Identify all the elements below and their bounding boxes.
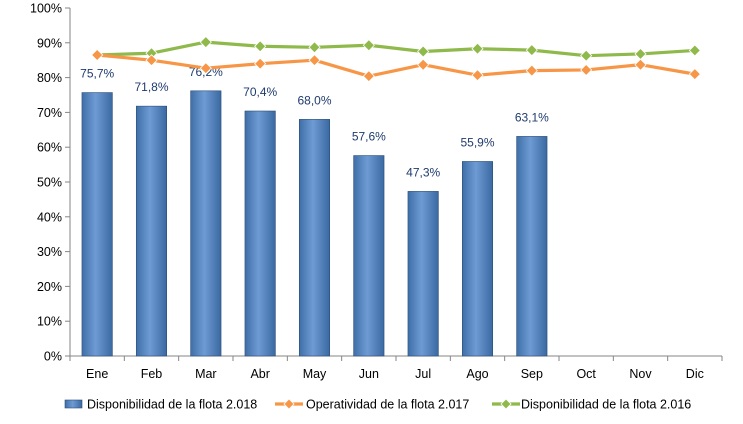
y-tick-label: 100% — [30, 2, 62, 16]
y-tick-label: 0% — [44, 350, 62, 364]
bar-data-label: 71,8% — [134, 80, 168, 94]
x-tick-label: Mar — [195, 367, 217, 381]
bar — [81, 92, 113, 357]
series-point — [254, 40, 267, 53]
bar-data-label: 70,4% — [243, 85, 277, 99]
bar — [353, 155, 385, 357]
series-line — [97, 53, 696, 78]
x-tick-label: Feb — [141, 367, 163, 381]
x-tick-label: Sep — [521, 367, 543, 381]
bar — [135, 105, 168, 357]
bar — [407, 191, 439, 357]
x-tick-label: Ene — [86, 367, 108, 381]
bar — [190, 90, 222, 357]
bar-data-label: 63,1% — [515, 110, 549, 124]
bar — [461, 161, 494, 357]
series-point — [417, 58, 430, 71]
legend-swatch-marker — [500, 398, 512, 410]
bar — [244, 110, 276, 357]
series-point — [471, 69, 484, 82]
bar-data-label: 68,0% — [297, 93, 331, 107]
series-point — [362, 70, 375, 83]
series-point — [525, 44, 538, 57]
x-tick-label: May — [303, 367, 327, 381]
legend: Disponibilidad de la flota 2.018 Operativ… — [64, 398, 691, 412]
y-tick-label: 50% — [37, 176, 62, 190]
x-tick-label: Dic — [686, 367, 704, 381]
x-tick-label: Oct — [576, 367, 596, 381]
bar — [298, 119, 331, 357]
bar — [516, 136, 548, 357]
series-point — [254, 57, 267, 70]
x-axis: Ene Feb Mar Abr May Jun Jul Ago Sep Oct Nov Dic — [69, 355, 723, 381]
bar-data-label: 47,3% — [406, 165, 440, 179]
x-tick-label: Jun — [359, 367, 379, 381]
y-tick-label: 10% — [37, 315, 62, 329]
bar-data-label: 75,7% — [80, 67, 114, 81]
y-tick-label: 90% — [37, 36, 62, 50]
legend-label: Disponibilidad de la flota 2.018 — [87, 398, 257, 412]
x-tick-label: Abr — [250, 367, 269, 381]
series-point — [91, 48, 104, 62]
legend-label: Operatividad de la flota 2.017 — [306, 398, 469, 412]
series-point — [634, 47, 647, 61]
series-point — [362, 39, 375, 52]
series-point — [688, 44, 701, 57]
series-point — [580, 49, 593, 62]
y-tick-label: 80% — [37, 71, 62, 85]
series-point — [688, 68, 701, 81]
y-axis: 0% 10% 20% 30% 40% 50% 60% 70% 80% 90% 100% — [30, 2, 71, 364]
bar-data-label: 57,6% — [352, 130, 386, 144]
x-tick-label: Ago — [466, 367, 488, 381]
series-point — [580, 63, 593, 77]
y-tick-label: 20% — [37, 280, 62, 294]
legend-swatch-bar — [64, 399, 83, 409]
x-tick-label: Jul — [415, 367, 431, 381]
series-point — [145, 54, 158, 67]
y-tick-label: 30% — [37, 245, 62, 259]
legend-swatch-marker — [283, 398, 295, 410]
series-point — [471, 42, 484, 55]
y-tick-label: 40% — [37, 210, 62, 224]
y-tick-label: 60% — [37, 141, 62, 155]
bar-data-label: 55,9% — [460, 135, 494, 149]
series-point — [525, 64, 538, 77]
series-point — [308, 54, 321, 67]
x-tick-label: Nov — [629, 367, 652, 381]
series-point — [199, 36, 212, 49]
line-series — [91, 36, 701, 83]
series-point — [308, 41, 321, 54]
legend-label: Disponibilidad de la flota 2.016 — [521, 398, 691, 412]
series-line — [97, 40, 695, 58]
series-point — [417, 45, 430, 58]
series-point — [634, 58, 647, 71]
y-tick-label: 70% — [37, 106, 62, 120]
bar-series: 75,7%71,8%76,2%70,4%68,0%57,6%47,3%55,9%… — [80, 65, 549, 357]
series-point — [199, 62, 212, 75]
